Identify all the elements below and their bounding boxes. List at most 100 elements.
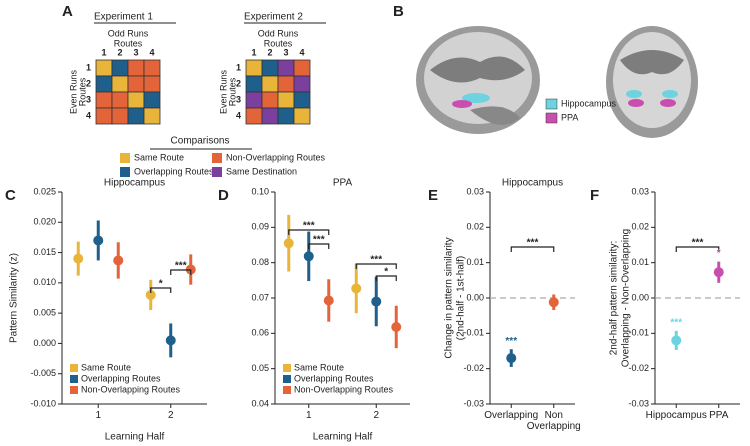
matrix-cell [95, 107, 113, 125]
col-label: 1 [251, 47, 256, 57]
legend-swatch [545, 98, 558, 110]
sig-label: * [717, 248, 721, 259]
panel-letter: E [428, 187, 438, 204]
matrix-cell [277, 91, 295, 109]
sig-label: *** [370, 255, 382, 266]
legend-swatch [212, 153, 222, 163]
y-tick-label: 0.07 [251, 292, 269, 302]
matrix-cell [95, 91, 113, 109]
brain-coronal [606, 26, 698, 138]
y-tick-label: -0.01 [628, 328, 649, 338]
row-label: 3 [86, 94, 91, 104]
matrix-cell [127, 59, 145, 77]
x-tick-label-text: PPA [709, 410, 729, 421]
y-tick-label: 0.020 [33, 217, 56, 227]
sig-label: * [384, 267, 388, 278]
sig-label: *** [527, 238, 539, 249]
x-tick-label: 1 [95, 410, 102, 421]
col-header: Odd Runs [108, 28, 149, 38]
matrix-cell [127, 75, 145, 93]
row-label: 2 [236, 78, 241, 88]
matrix-cell [293, 107, 311, 125]
matrix-cell [111, 75, 129, 93]
sig-bracket [510, 246, 555, 252]
matrix-cell [293, 59, 311, 77]
y-tick-label: 0.01 [466, 257, 484, 267]
sig-bracket [288, 229, 330, 235]
legend-label: Same Destination [226, 166, 297, 176]
y-tick-label: 0.06 [251, 328, 269, 338]
matrix-cell [127, 91, 145, 109]
matrix-cell [245, 91, 263, 109]
legend-label: Same Route [81, 362, 131, 372]
matrix-cell [111, 59, 129, 77]
y-tick-label: -0.03 [628, 398, 649, 408]
point [113, 255, 124, 266]
y-axis-label: 2nd-half pattern similarity: [609, 241, 620, 356]
col-label: 1 [101, 47, 106, 57]
legend-label: Non-Overlapping Routes [226, 152, 326, 162]
y-tick-label: 0.02 [631, 222, 649, 232]
y-tick-label: -0.01 [463, 328, 484, 338]
row-label: 1 [86, 62, 91, 72]
legend-swatch [283, 386, 291, 394]
experiment-title: Experiment 1 [94, 12, 153, 23]
x-tick-label-text: Non Overlapping [526, 410, 581, 432]
point [323, 295, 334, 306]
col-header: Odd Runs [258, 28, 299, 38]
matrix-cell [95, 75, 113, 93]
point [303, 251, 314, 262]
y-tick-label: 0.08 [251, 257, 269, 267]
col-label: 3 [133, 47, 138, 57]
matrix-cell [277, 59, 295, 77]
panel-letter: F [590, 187, 599, 204]
x-tick-label: Overlapping [484, 410, 538, 421]
legend-swatch [120, 167, 130, 177]
point [371, 296, 382, 307]
col-label: 2 [267, 47, 272, 57]
y-tick-label: -0.02 [628, 363, 649, 373]
y-axis-label: Overlapping - Non-Overlapping [621, 229, 632, 367]
sig-label: *** [692, 238, 704, 249]
legend-label: Non-Overlapping Routes [81, 384, 181, 394]
sig-bracket [375, 275, 397, 281]
chart-title: PPA [333, 178, 353, 189]
col-label: 4 [299, 47, 304, 57]
row-sub: Routes [227, 77, 237, 106]
sig-label: *** [313, 235, 325, 246]
matrix-cell [245, 59, 263, 77]
x-tick-label: 2 [373, 410, 379, 421]
matrix-cell [127, 107, 145, 125]
col-sub: Routes [264, 38, 293, 48]
legend-swatch [70, 364, 78, 372]
sig-bracket [150, 287, 172, 293]
row-label: 2 [86, 78, 91, 88]
legend-label: Overlapping Routes [294, 373, 374, 383]
sig-bracket [170, 269, 192, 275]
legend-swatch [120, 153, 130, 163]
x-tick-label-text: 1 [95, 410, 102, 421]
x-axis-label: Learning Half [313, 432, 373, 443]
sig-bracket [308, 243, 330, 249]
panel-letter: B [393, 3, 404, 20]
point [165, 335, 176, 346]
point [145, 289, 156, 300]
point [93, 235, 104, 246]
y-tick-label: 0.005 [33, 308, 56, 318]
sig-label: *** [175, 261, 187, 272]
row-sub: Routes [77, 77, 87, 106]
legend-swatch [212, 167, 222, 177]
point [391, 321, 402, 332]
sig-label: *** [303, 221, 315, 232]
legend-swatch [70, 375, 78, 383]
y-tick-label: -0.005 [30, 368, 56, 378]
matrix-cell [95, 59, 113, 77]
matrix-cell [293, 91, 311, 109]
sig-label: *** [670, 318, 682, 329]
row-label: 3 [236, 94, 241, 104]
y-tick-label: 0.025 [33, 186, 56, 196]
legend-swatch [283, 375, 291, 383]
y-axis-label: Pattern Similarity (z) [9, 253, 20, 343]
panel-letter: C [5, 187, 16, 204]
panel-letter: A [62, 3, 73, 20]
